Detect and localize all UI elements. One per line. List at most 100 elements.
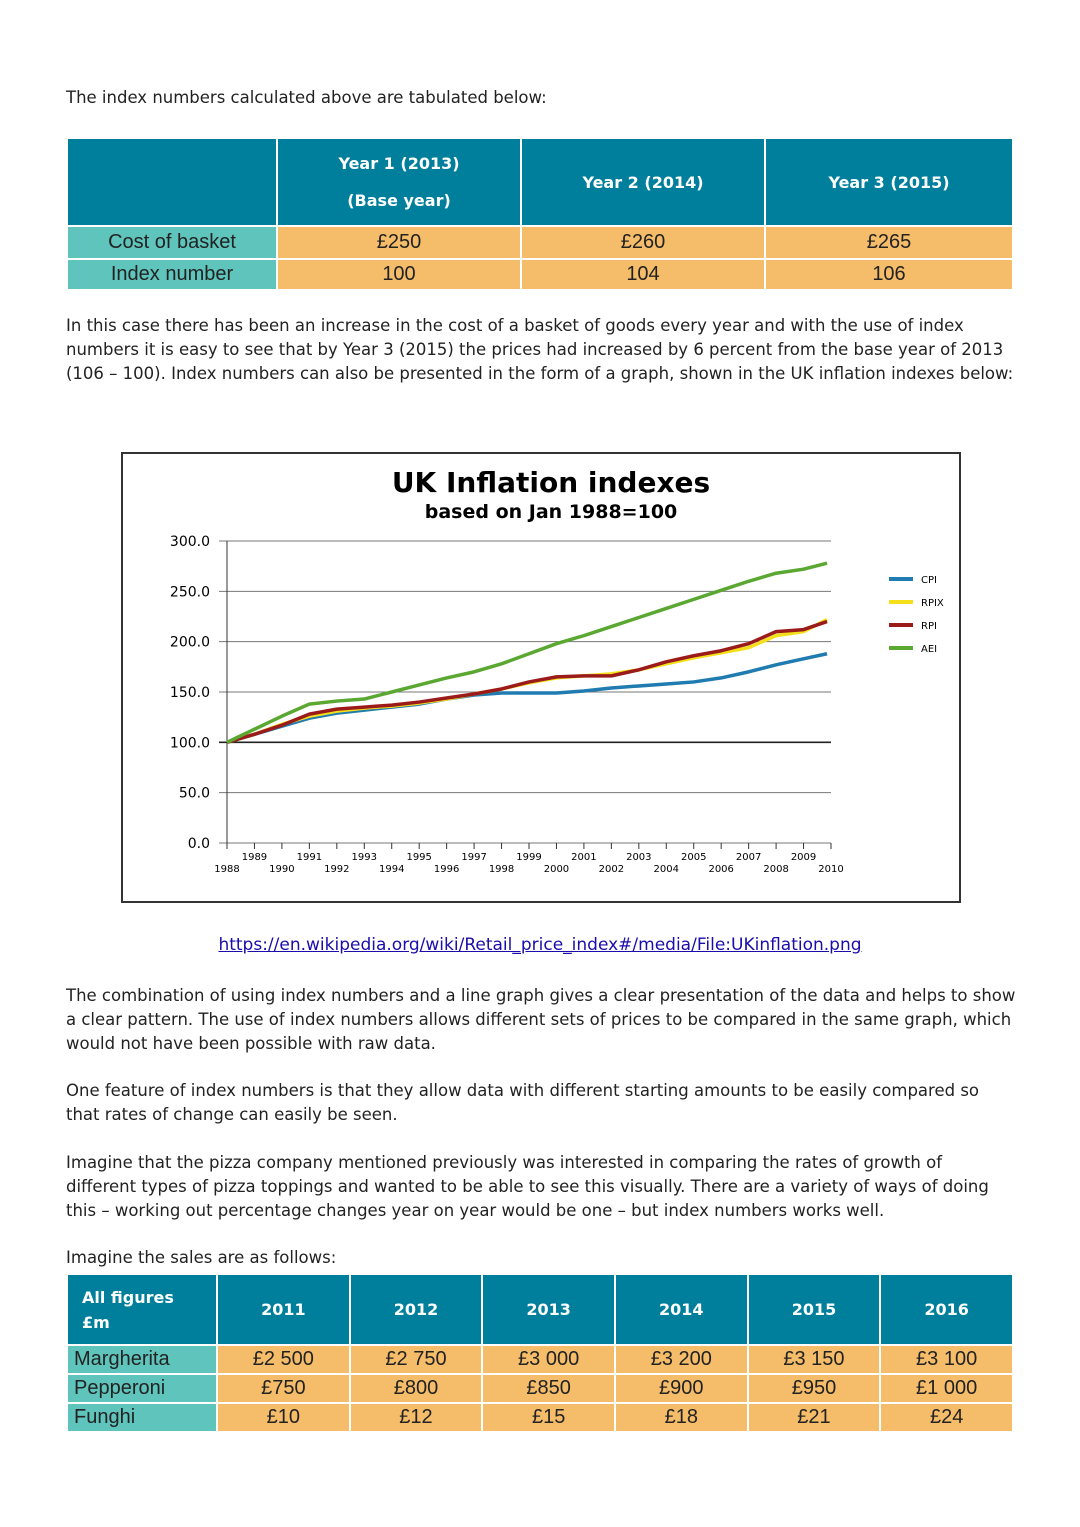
inflation-chart: UK Inflation indexes based on Jan 1988=1… — [121, 452, 961, 903]
y-tick-label: 200.0 — [170, 635, 210, 651]
legend-label: RPIX — [921, 598, 944, 609]
x-tick-label: 2006 — [708, 864, 733, 875]
corner-line: All figures — [82, 1287, 174, 1307]
paragraph: Imagine that the pizza company mentioned… — [66, 1153, 989, 1220]
cell: £3 000 — [481, 1344, 616, 1375]
cell: 106 — [764, 258, 1014, 291]
x-tick-label: 2004 — [654, 864, 679, 875]
col-header: 2014 — [613, 1273, 749, 1346]
chart-subtitle: based on Jan 1988=100 — [425, 501, 678, 523]
x-tick-label: 2010 — [818, 864, 843, 875]
legend-label: AEI — [921, 644, 937, 655]
cell: £250 — [276, 225, 522, 260]
x-tick-label: 1988 — [214, 864, 239, 875]
cell: £750 — [216, 1373, 351, 1404]
cell: £850 — [481, 1373, 616, 1404]
col-header: 2013 — [481, 1273, 616, 1346]
paragraph: In this case there has been an increase … — [66, 316, 1014, 383]
series-line-aei — [226, 561, 828, 744]
x-tick-label: 2001 — [571, 852, 596, 863]
col-header: 2015 — [746, 1273, 882, 1346]
header-text: Year 1 (2013) — [338, 154, 460, 173]
cell: £260 — [520, 225, 766, 260]
col-header: Year 3 (2015) — [764, 137, 1014, 227]
col-header: Year 1 (2013) (Base year) — [276, 137, 522, 227]
corner-header: All figures £m — [66, 1273, 218, 1346]
x-tick-label: 1990 — [269, 864, 294, 875]
cell: £10 — [216, 1402, 351, 1433]
cell: £21 — [746, 1402, 882, 1433]
cell: £800 — [348, 1373, 484, 1404]
x-tick-label: 2000 — [544, 864, 569, 875]
table-row: Pepperoni £750 £800 £850 £900 £950 £1 000 — [66, 1373, 1014, 1404]
x-tick-label: 2009 — [791, 852, 816, 863]
series-line-cpi — [226, 652, 828, 745]
chart-title: UK Inflation indexes — [392, 466, 710, 499]
y-tick-label: 100.0 — [170, 735, 210, 751]
cell: £900 — [613, 1373, 749, 1404]
cell: £3 150 — [746, 1344, 882, 1375]
source-link[interactable]: https://en.wikipedia.org/wiki/Retail_pri… — [218, 935, 862, 955]
cell: £2 750 — [348, 1344, 484, 1375]
cell: £12 — [348, 1402, 484, 1433]
index-table: Year 1 (2013) (Base year) Year 2 (2014) Y… — [66, 137, 1014, 291]
cell: £950 — [746, 1373, 882, 1404]
y-tick-label: 50.0 — [179, 786, 210, 802]
sales-table: All figures £m 2011 2012 2013 2014 2015 2… — [66, 1273, 1014, 1433]
x-tick-label: 1991 — [297, 852, 322, 863]
table-row: Index number 100 104 106 — [66, 258, 1014, 291]
chart-svg: UK Inflation indexes based on Jan 1988=1… — [170, 466, 944, 875]
legend-label: RPI — [921, 621, 937, 632]
paragraph: The combination of using index numbers a… — [66, 986, 1016, 1053]
x-tick-label: 1998 — [489, 864, 514, 875]
cell: £24 — [879, 1402, 1014, 1433]
corner-header — [66, 137, 278, 227]
row-label: Margherita — [66, 1344, 218, 1375]
table-row: Cost of basket £250 £260 £265 — [66, 225, 1014, 260]
cell: £15 — [481, 1402, 616, 1433]
x-tick-label: 1999 — [516, 852, 541, 863]
intro-text: The index numbers calculated above are t… — [66, 88, 547, 107]
cell: £18 — [613, 1402, 749, 1433]
x-tick-label: 1995 — [406, 852, 431, 863]
x-tick-label: 2007 — [736, 852, 761, 863]
cell: £1 000 — [879, 1373, 1014, 1404]
row-label: Index number — [66, 258, 278, 291]
legend-label: CPI — [921, 575, 937, 586]
y-tick-label: 150.0 — [170, 685, 210, 701]
x-tick-label: 1994 — [379, 864, 404, 875]
paragraph: One feature of index numbers is that the… — [66, 1081, 980, 1124]
y-tick-label: 250.0 — [170, 584, 210, 600]
cell: £3 200 — [613, 1344, 749, 1375]
series-line-rpi — [226, 619, 828, 745]
x-tick-label: 2005 — [681, 852, 706, 863]
table-row: Funghi £10 £12 £15 £18 £21 £24 — [66, 1402, 1014, 1433]
cell: 100 — [276, 258, 522, 291]
x-tick-label: 1993 — [352, 852, 377, 863]
row-label: Cost of basket — [66, 225, 278, 260]
header-sub: (Base year) — [347, 191, 451, 210]
cell: 104 — [520, 258, 766, 291]
y-tick-label: 0.0 — [188, 836, 210, 852]
row-label: Pepperoni — [66, 1373, 218, 1404]
paragraph: Imagine the sales are as follows: — [66, 1248, 337, 1267]
cell: £265 — [764, 225, 1014, 260]
row-label: Funghi — [66, 1402, 218, 1433]
col-header: Year 2 (2014) — [520, 137, 766, 227]
x-tick-label: 1997 — [461, 852, 486, 863]
col-header: 2011 — [216, 1273, 351, 1346]
y-tick-label: 300.0 — [170, 534, 210, 550]
cell: £2 500 — [216, 1344, 351, 1375]
col-header: 2012 — [348, 1273, 484, 1346]
x-tick-label: 1996 — [434, 864, 459, 875]
table-row: Margherita £2 500 £2 750 £3 000 £3 200 £3 150… — [66, 1344, 1014, 1375]
x-tick-label: 2003 — [626, 852, 651, 863]
cell: £3 100 — [879, 1344, 1014, 1375]
corner-line: £m — [82, 1312, 110, 1332]
x-tick-label: 2002 — [599, 864, 624, 875]
col-header: 2016 — [879, 1273, 1014, 1346]
x-tick-label: 1992 — [324, 864, 349, 875]
x-tick-label: 2008 — [763, 864, 788, 875]
x-tick-label: 1989 — [242, 852, 267, 863]
